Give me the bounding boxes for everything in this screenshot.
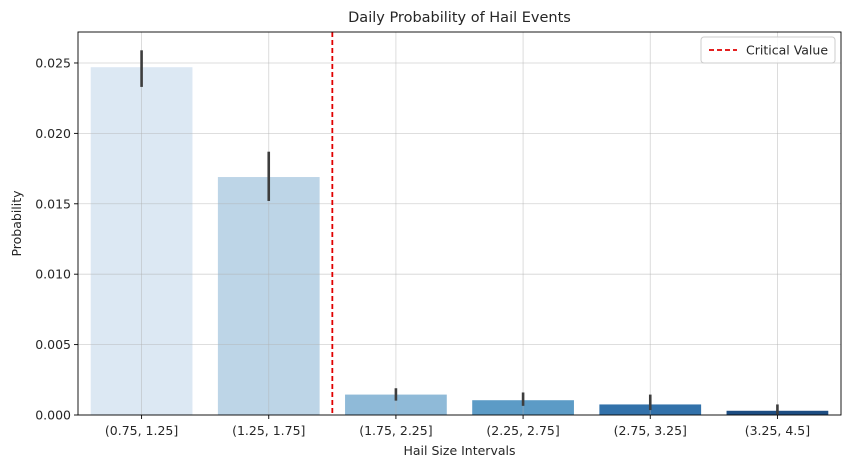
- x-tick-label-3: (1.75, 2.25]: [359, 423, 432, 438]
- legend: Critical Value: [700, 36, 836, 64]
- y-tick-label-5: 0.020: [35, 126, 71, 141]
- x-tick-label-5: (2.75, 3.25]: [614, 423, 687, 438]
- y-tick-label-6: 0.025: [35, 55, 71, 70]
- y-tick-label-3: 0.010: [35, 267, 71, 282]
- y-tick-label-4: 0.015: [35, 196, 71, 211]
- x-axis: (0.75, 1.25] (1.25, 1.75] (1.75, 2.25] (2.2…: [105, 415, 810, 438]
- x-tick-label-2: (1.25, 1.75]: [232, 423, 305, 438]
- x-tick-label-1: (0.75, 1.25]: [105, 423, 178, 438]
- bars-layer: [90, 67, 829, 415]
- legend-box: [700, 36, 836, 64]
- x-axis-label: Hail Size Intervals: [404, 443, 516, 458]
- plot-frame: [77, 31, 842, 416]
- y-axis-label: Probability: [9, 190, 24, 257]
- y-tick-label-1: 0.000: [35, 408, 71, 423]
- y-axis: 0.000 0.005 0.010 0.015 0.020 0.025: [35, 55, 78, 423]
- error-bars-layer: [140, 50, 779, 415]
- x-tick-label-4: (2.25, 2.75]: [486, 423, 559, 438]
- legend-label-critical-value: Critical Value: [746, 43, 828, 58]
- x-tick-label-6: (3.25, 4.5]: [745, 423, 810, 438]
- chart-title: Daily Probability of Hail Events: [348, 10, 571, 26]
- y-tick-label-2: 0.005: [35, 337, 71, 352]
